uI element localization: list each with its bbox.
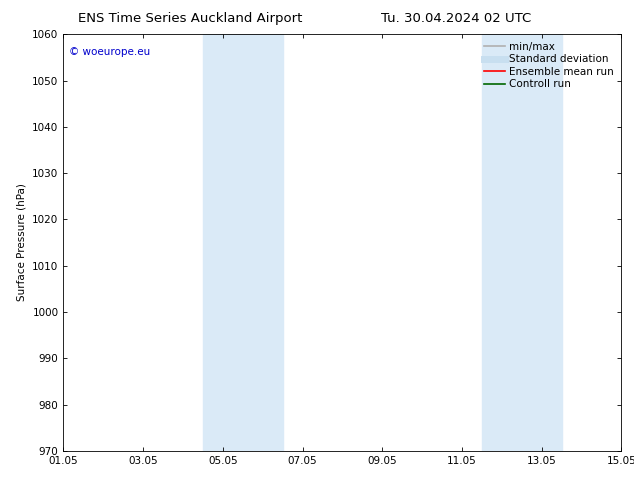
Text: ENS Time Series Auckland Airport: ENS Time Series Auckland Airport [78,12,302,25]
Bar [482,34,562,451]
Text: Tu. 30.04.2024 02 UTC: Tu. 30.04.2024 02 UTC [382,12,531,25]
Legend: min/max, Standard deviation, Ensemble mean run, Controll run: min/max, Standard deviation, Ensemble me… [482,40,616,92]
Text: © woeurope.eu: © woeurope.eu [69,47,150,57]
Y-axis label: Surface Pressure (hPa): Surface Pressure (hPa) [16,184,27,301]
Bar [203,34,283,451]
